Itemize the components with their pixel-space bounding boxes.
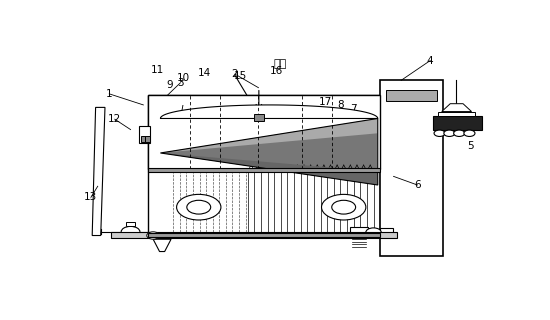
Circle shape (464, 130, 475, 136)
Bar (147, 95, 380, 169)
Circle shape (147, 232, 159, 239)
Bar (145, 136, 150, 142)
Text: 15: 15 (234, 71, 247, 81)
Text: 4: 4 (427, 56, 433, 66)
Text: 16: 16 (270, 66, 283, 76)
Circle shape (332, 200, 356, 214)
Polygon shape (161, 153, 378, 185)
Text: 7: 7 (350, 104, 356, 114)
Text: 17: 17 (319, 97, 332, 107)
Bar (386, 90, 437, 101)
Text: 11: 11 (151, 65, 164, 75)
Text: 8: 8 (337, 100, 344, 110)
Bar (350, 228, 368, 237)
Text: II: II (202, 108, 208, 117)
Circle shape (434, 130, 445, 136)
Circle shape (177, 194, 221, 220)
Polygon shape (92, 108, 105, 236)
Bar (141, 136, 146, 142)
Circle shape (366, 228, 381, 237)
Polygon shape (161, 118, 378, 185)
Polygon shape (153, 239, 171, 252)
Text: 2: 2 (232, 69, 238, 79)
Text: 空气: 空气 (273, 59, 287, 69)
Text: V: V (314, 108, 320, 117)
Bar (147, 95, 380, 237)
Bar (147, 233, 380, 237)
Circle shape (187, 200, 211, 214)
Polygon shape (161, 105, 378, 118)
Bar (254, 114, 263, 121)
Text: III: III (234, 108, 242, 117)
Text: 9: 9 (167, 80, 173, 90)
Text: 10: 10 (177, 73, 190, 83)
Bar (147, 168, 380, 172)
Text: I: I (180, 105, 183, 114)
Polygon shape (161, 118, 378, 153)
Bar (380, 228, 393, 236)
Text: 1: 1 (106, 89, 113, 99)
Polygon shape (442, 104, 471, 112)
Text: 3: 3 (177, 78, 184, 88)
Text: 13: 13 (84, 192, 97, 202)
Circle shape (322, 194, 366, 220)
Circle shape (454, 130, 465, 136)
Bar (438, 112, 475, 116)
Text: 6: 6 (414, 180, 421, 190)
Text: 5: 5 (467, 140, 474, 151)
Bar (139, 126, 150, 143)
Circle shape (444, 130, 455, 136)
Text: 12: 12 (108, 114, 122, 124)
Bar (126, 222, 135, 227)
Bar (433, 116, 482, 130)
Text: 14: 14 (197, 68, 211, 78)
Text: IV: IV (276, 108, 284, 117)
Bar (380, 80, 443, 256)
Bar (111, 232, 397, 238)
Circle shape (121, 227, 140, 237)
